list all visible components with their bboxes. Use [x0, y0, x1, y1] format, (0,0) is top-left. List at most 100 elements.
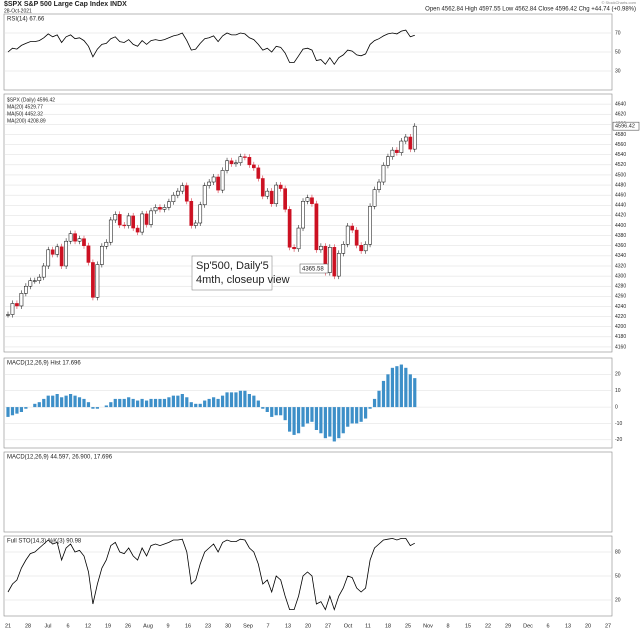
candle	[310, 197, 314, 205]
histogram-bar	[408, 374, 412, 408]
y-tick-label: 4540	[615, 152, 626, 158]
histogram-bar	[203, 400, 207, 408]
histogram-bar	[238, 390, 243, 408]
candle	[243, 156, 247, 158]
candle	[377, 181, 381, 190]
y-tick-label: 4320	[615, 263, 626, 269]
histogram-bar	[301, 407, 305, 427]
candle	[46, 249, 51, 267]
histogram-bar	[10, 407, 15, 416]
histogram-bar	[399, 364, 403, 408]
x-tick-label: 15	[465, 623, 471, 629]
histogram-bar	[256, 400, 260, 408]
candle	[386, 156, 390, 166]
x-tick-label: 16	[185, 623, 191, 629]
histogram-bar	[6, 407, 10, 417]
histogram-bar	[386, 374, 390, 408]
candle	[399, 140, 404, 153]
y-tick-label: 4300	[615, 273, 626, 279]
quote: Open 4562.84 High 4597.55 Low 4562.84 Cl…	[425, 7, 636, 13]
histogram-bar	[33, 403, 37, 408]
histogram-bar	[86, 402, 91, 408]
x-tick-label: 27	[325, 623, 331, 629]
candle	[167, 201, 171, 208]
x-tick-label: Sep	[243, 623, 253, 629]
candle	[28, 280, 33, 287]
histogram-bar	[390, 367, 395, 408]
candle	[269, 190, 274, 205]
candle	[354, 229, 359, 246]
watermark: © StockCharts.com	[601, 0, 636, 5]
histogram-bar	[234, 392, 238, 408]
candle	[24, 285, 28, 294]
legend-entry: MA(50) 4452.32	[7, 111, 43, 117]
x-tick-label: 26	[125, 623, 131, 629]
histogram-bar	[243, 390, 247, 408]
histogram-bar	[404, 367, 408, 408]
histogram-bar	[279, 407, 283, 416]
level-box	[299, 263, 329, 274]
candle	[260, 178, 265, 197]
y-tick-label: 70	[615, 30, 621, 36]
level-label: 4365.58	[302, 267, 324, 273]
x-tick-label: 6	[66, 623, 69, 629]
candle	[171, 194, 176, 203]
candle	[247, 156, 252, 166]
histogram-bar	[189, 402, 193, 408]
histogram-bar	[292, 407, 296, 435]
x-tick-label: 20	[585, 623, 591, 629]
histogram-bar	[113, 398, 117, 408]
histogram-bar	[158, 398, 162, 408]
y-tick-label: 4220	[615, 314, 626, 320]
histogram-bar	[77, 397, 82, 408]
histogram-bar	[109, 402, 113, 408]
y-tick-label: 4500	[615, 172, 626, 178]
x-tick-label: 22	[485, 623, 491, 629]
panel-label: Full STO(14,3) %K(3) 90.98	[7, 539, 82, 545]
y-tick-label: 4420	[615, 213, 626, 219]
x-tick-label: Nov	[423, 623, 433, 629]
candle	[158, 207, 162, 210]
histogram-bar	[131, 398, 135, 408]
histogram-bar	[51, 395, 55, 408]
candle	[412, 125, 417, 150]
panel-frame	[3, 93, 613, 353]
annotation: Sp'500, Daily'5	[196, 260, 269, 272]
candle	[193, 222, 198, 226]
candle	[153, 207, 158, 212]
histogram-bar	[341, 407, 345, 434]
candle	[198, 204, 203, 224]
candle	[55, 246, 60, 255]
x-tick-label: 28	[25, 623, 31, 629]
histogram-bar	[46, 395, 50, 408]
histogram-bar	[270, 407, 274, 417]
candle	[162, 207, 167, 210]
candle	[6, 314, 10, 316]
histogram-bar	[346, 407, 350, 427]
x-tick-label: 25	[405, 623, 411, 629]
candle	[327, 247, 332, 273]
y-tick-label: 4200	[615, 324, 626, 330]
panel-frame	[3, 357, 613, 449]
y-tick-label: 4280	[615, 284, 626, 290]
candle	[238, 156, 243, 164]
candle	[229, 160, 234, 165]
histogram-bar	[216, 398, 220, 408]
histogram-bar	[355, 407, 359, 424]
x-tick-label: Jul	[44, 623, 51, 629]
candle	[381, 165, 386, 183]
candle	[59, 246, 64, 267]
y-tick-label: 4360	[615, 243, 626, 249]
y-tick-label: 4620	[615, 112, 626, 118]
y-tick-label: 4520	[615, 162, 626, 168]
histogram-bar	[288, 407, 292, 432]
y-tick-label: -20	[615, 437, 622, 443]
candle	[256, 167, 261, 179]
candle	[274, 184, 279, 205]
candle	[32, 280, 37, 282]
x-tick-label: Dec	[523, 623, 533, 629]
candle	[332, 247, 337, 277]
candle	[319, 246, 323, 251]
histogram-bar	[180, 394, 184, 408]
